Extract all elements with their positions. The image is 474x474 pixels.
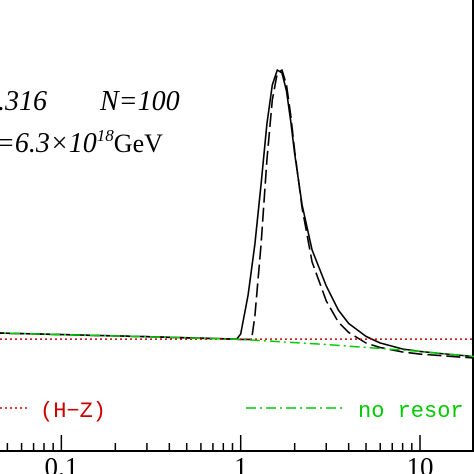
legend-label-no-resonance: no resor bbox=[358, 399, 464, 424]
legend-label-hz: (H−Z) bbox=[40, 399, 106, 424]
annotation-line2: =6.3×1018GeV bbox=[0, 126, 163, 159]
x-tick-label: 1 bbox=[234, 452, 248, 474]
series-line-dashed bbox=[0, 69, 474, 359]
x-tick-label: 10 bbox=[407, 452, 434, 474]
plot-border bbox=[0, 0, 474, 452]
x-axis-ticks: 0.1 1 10 bbox=[6, 435, 474, 474]
x-tick-label: 0.1 bbox=[44, 452, 78, 474]
plot-frame bbox=[0, 0, 474, 452]
annotation-line1-b: N=100 bbox=[99, 86, 180, 117]
series-line-dashdot bbox=[0, 332, 474, 358]
series-line-solid bbox=[0, 69, 474, 358]
series-group bbox=[0, 69, 474, 359]
annotation-line2-unit: GeV bbox=[114, 129, 163, 158]
annotation-line1-a: .316 bbox=[0, 86, 47, 117]
annotation-line2-sup: 18 bbox=[97, 126, 115, 145]
annotation-line2-a: =6.3×10 bbox=[0, 128, 97, 159]
